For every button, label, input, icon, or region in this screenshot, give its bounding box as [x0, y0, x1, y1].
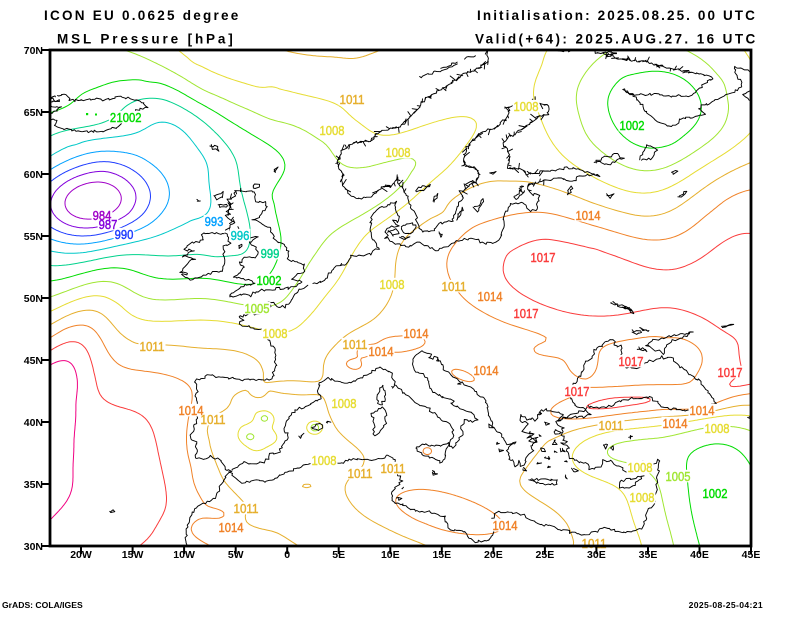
svg-text:1011: 1011 [381, 461, 406, 476]
svg-text:1002: 1002 [620, 118, 645, 133]
svg-text:40N: 40N [24, 417, 43, 429]
svg-text:1014: 1014 [219, 520, 244, 535]
svg-text:20W: 20W [70, 549, 92, 561]
svg-text:50N: 50N [24, 293, 43, 305]
svg-text:Initialisation: 2025.08.25. 00: Initialisation: 2025.08.25. 00 UTC [477, 8, 757, 23]
svg-text:1014: 1014 [179, 403, 204, 418]
svg-text:1008: 1008 [263, 326, 288, 341]
svg-text:15W: 15W [122, 549, 144, 561]
svg-text:10W: 10W [173, 549, 195, 561]
svg-text:999: 999 [261, 246, 280, 261]
svg-text:1008: 1008 [386, 145, 411, 160]
svg-text:1008: 1008 [320, 123, 345, 138]
svg-text:1017: 1017 [531, 250, 556, 265]
svg-text:ICON EU 0.0625 degree: ICON EU 0.0625 degree [44, 8, 241, 23]
svg-text:65N: 65N [24, 107, 43, 119]
svg-text:0: 0 [284, 549, 290, 561]
svg-text:1002: 1002 [257, 273, 282, 288]
svg-text:1008: 1008 [514, 99, 539, 114]
svg-text:1008: 1008 [705, 421, 730, 436]
svg-text:1014: 1014 [690, 403, 715, 418]
svg-text:1008: 1008 [332, 396, 357, 411]
svg-text:2025-08-25-04:21: 2025-08-25-04:21 [689, 600, 763, 610]
svg-text:984: 984 [93, 208, 112, 223]
svg-text:1017: 1017 [718, 365, 743, 380]
svg-text:GrADS: COLA/IGES: GrADS: COLA/IGES [2, 600, 83, 610]
svg-text:55N: 55N [24, 231, 43, 243]
svg-text:987: 987 [99, 217, 118, 232]
svg-text:35E: 35E [639, 549, 658, 561]
svg-text:70N: 70N [24, 45, 43, 57]
svg-text:1011: 1011 [234, 501, 259, 516]
svg-text:1005: 1005 [666, 469, 691, 484]
svg-text:1011: 1011 [599, 418, 624, 433]
svg-text:1017: 1017 [514, 306, 539, 321]
svg-text:1014: 1014 [493, 518, 518, 533]
svg-text:45E: 45E [742, 549, 761, 561]
svg-text:1014: 1014 [663, 416, 688, 431]
svg-text:990: 990 [115, 227, 134, 242]
svg-text:20E: 20E [484, 549, 503, 561]
svg-text:1017: 1017 [565, 384, 590, 399]
svg-text:1002: 1002 [117, 110, 142, 125]
svg-text:1008: 1008 [380, 277, 405, 292]
svg-text:25E: 25E [536, 549, 555, 561]
svg-text:40E: 40E [690, 549, 709, 561]
svg-text:5W: 5W [228, 549, 244, 561]
svg-text:5E: 5E [332, 549, 345, 561]
svg-text:1014: 1014 [576, 208, 601, 223]
svg-text:996: 996 [231, 228, 250, 243]
svg-text:1014: 1014 [474, 363, 499, 378]
svg-text:MSL Pressure [hPa]: MSL Pressure [hPa] [57, 32, 236, 47]
svg-text:1002: 1002 [703, 486, 728, 501]
svg-text:10E: 10E [381, 549, 400, 561]
svg-text:1005: 1005 [245, 301, 270, 316]
svg-text:15E: 15E [432, 549, 451, 561]
svg-text:1008: 1008 [312, 453, 337, 468]
svg-text:60N: 60N [24, 169, 43, 181]
svg-text:1011: 1011 [340, 92, 365, 107]
svg-text:1011: 1011 [201, 412, 226, 427]
svg-text:1017: 1017 [619, 354, 644, 369]
svg-text:35N: 35N [24, 479, 43, 491]
svg-text:2: 2 [110, 110, 116, 125]
svg-text:1011: 1011 [348, 466, 373, 481]
svg-text:Valid(+64): 2025.AUG.27. 16 UT: Valid(+64): 2025.AUG.27. 16 UTC [475, 32, 758, 47]
svg-text:1011: 1011 [140, 339, 165, 354]
svg-text:1011: 1011 [442, 279, 467, 294]
svg-text:1014: 1014 [478, 289, 503, 304]
svg-text:1011: 1011 [343, 337, 368, 352]
svg-text:30E: 30E [587, 549, 606, 561]
svg-text:1008: 1008 [628, 460, 653, 475]
svg-text:1014: 1014 [404, 326, 429, 341]
svg-text:30N: 30N [24, 541, 43, 553]
svg-text:1008: 1008 [630, 490, 655, 505]
svg-text:993: 993 [205, 214, 224, 229]
svg-text:1014: 1014 [369, 344, 394, 359]
svg-text:45N: 45N [24, 355, 43, 367]
